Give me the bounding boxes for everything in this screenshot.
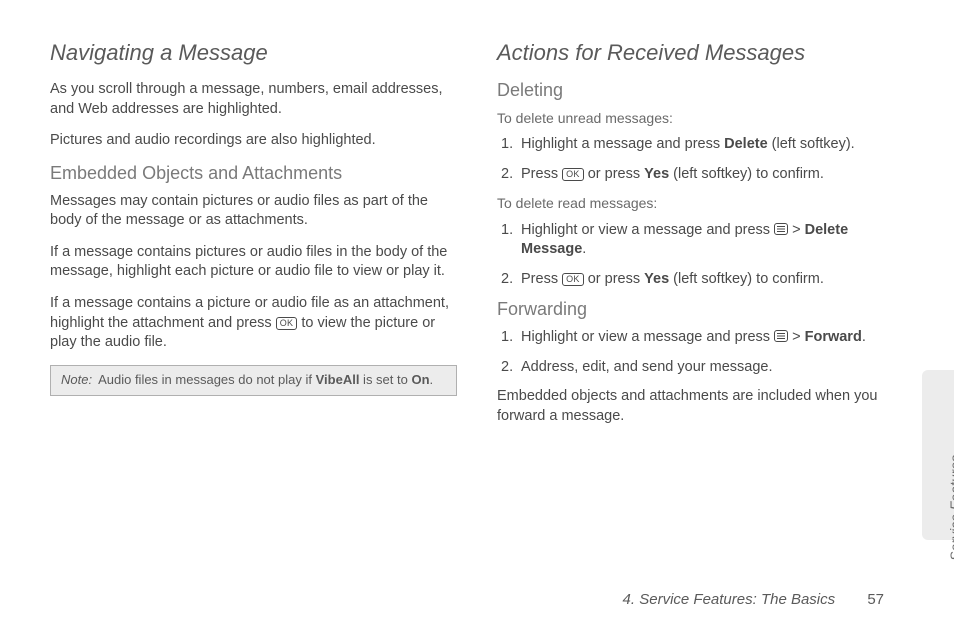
subsection-heading: Forwarding: [497, 299, 904, 320]
menu-key-icon: [774, 223, 788, 235]
bold-text: Yes: [644, 271, 669, 287]
note-text: Audio files in messages do not play if V…: [98, 372, 433, 389]
text-run: .: [862, 329, 866, 345]
section-heading: Actions for Received Messages: [497, 40, 904, 66]
bold-text: Yes: [644, 166, 669, 182]
text-run: Highlight a message and press: [521, 136, 724, 152]
bold-text: On: [411, 372, 429, 387]
ok-key-icon: OK: [276, 317, 298, 330]
note-box: Note: Audio files in messages do not pla…: [50, 365, 457, 396]
ordered-list: Highlight or view a message and press > …: [497, 221, 904, 290]
text-run: (left softkey) to confirm.: [669, 166, 824, 182]
bold-text: VibeAll: [316, 372, 360, 387]
text-run: Highlight or view a message and press: [521, 329, 774, 345]
text-run: >: [788, 329, 805, 345]
list-item: Highlight or view a message and press > …: [497, 221, 904, 260]
text-run: .: [582, 241, 586, 257]
text-run: or press: [584, 271, 644, 287]
text-run: .: [430, 372, 434, 387]
section-heading: Navigating a Message: [50, 40, 457, 66]
bold-text: Delete: [724, 136, 768, 152]
note-label: Note:: [61, 372, 92, 389]
list-item: Highlight or view a message and press > …: [497, 328, 904, 348]
paragraph: Messages may contain pictures or audio f…: [50, 192, 457, 231]
paragraph: If a message contains pictures or audio …: [50, 243, 457, 282]
side-tab-label: Service Features: [947, 455, 954, 561]
text-run: Address, edit, and send your message.: [521, 359, 772, 375]
subsection-heading: Embedded Objects and Attachments: [50, 163, 457, 184]
page-number: 57: [867, 591, 884, 608]
text-run: Press: [521, 271, 562, 287]
side-tab: Service Features: [922, 370, 954, 540]
text-run: Press: [521, 166, 562, 182]
text-run: or press: [584, 166, 644, 182]
page-footer: 4. Service Features: The Basics 57: [623, 591, 884, 608]
intro-text: To delete read messages:: [497, 194, 904, 212]
paragraph: If a message contains a picture or audio…: [50, 294, 457, 353]
ordered-list: Highlight a message and press Delete (le…: [497, 135, 904, 184]
ok-key-icon: OK: [562, 273, 584, 286]
footer-title: 4. Service Features: The Basics: [623, 591, 836, 608]
list-item: Press OK or press Yes (left softkey) to …: [497, 165, 904, 185]
text-run: Audio files in messages do not play if: [98, 372, 316, 387]
text-run: Highlight or view a message and press: [521, 222, 774, 238]
list-item: Press OK or press Yes (left softkey) to …: [497, 270, 904, 290]
left-column: Navigating a Message As you scroll throu…: [50, 40, 457, 438]
text-run: >: [788, 222, 805, 238]
ok-key-icon: OK: [562, 168, 584, 181]
list-item: Address, edit, and send your message.: [497, 358, 904, 378]
bold-text: Forward: [805, 329, 862, 345]
menu-key-icon: [774, 330, 788, 342]
text-run: (left softkey) to confirm.: [669, 271, 824, 287]
paragraph: As you scroll through a message, numbers…: [50, 80, 457, 119]
page-content: Navigating a Message As you scroll throu…: [0, 0, 954, 438]
list-item: Highlight a message and press Delete (le…: [497, 135, 904, 155]
right-column: Actions for Received Messages Deleting T…: [497, 40, 904, 438]
intro-text: To delete unread messages:: [497, 109, 904, 127]
text-run: is set to: [359, 372, 411, 387]
paragraph: Embedded objects and attachments are inc…: [497, 387, 904, 426]
subsection-heading: Deleting: [497, 80, 904, 101]
paragraph: Pictures and audio recordings are also h…: [50, 131, 457, 151]
text-run: (left softkey).: [768, 136, 855, 152]
ordered-list: Highlight or view a message and press > …: [497, 328, 904, 377]
